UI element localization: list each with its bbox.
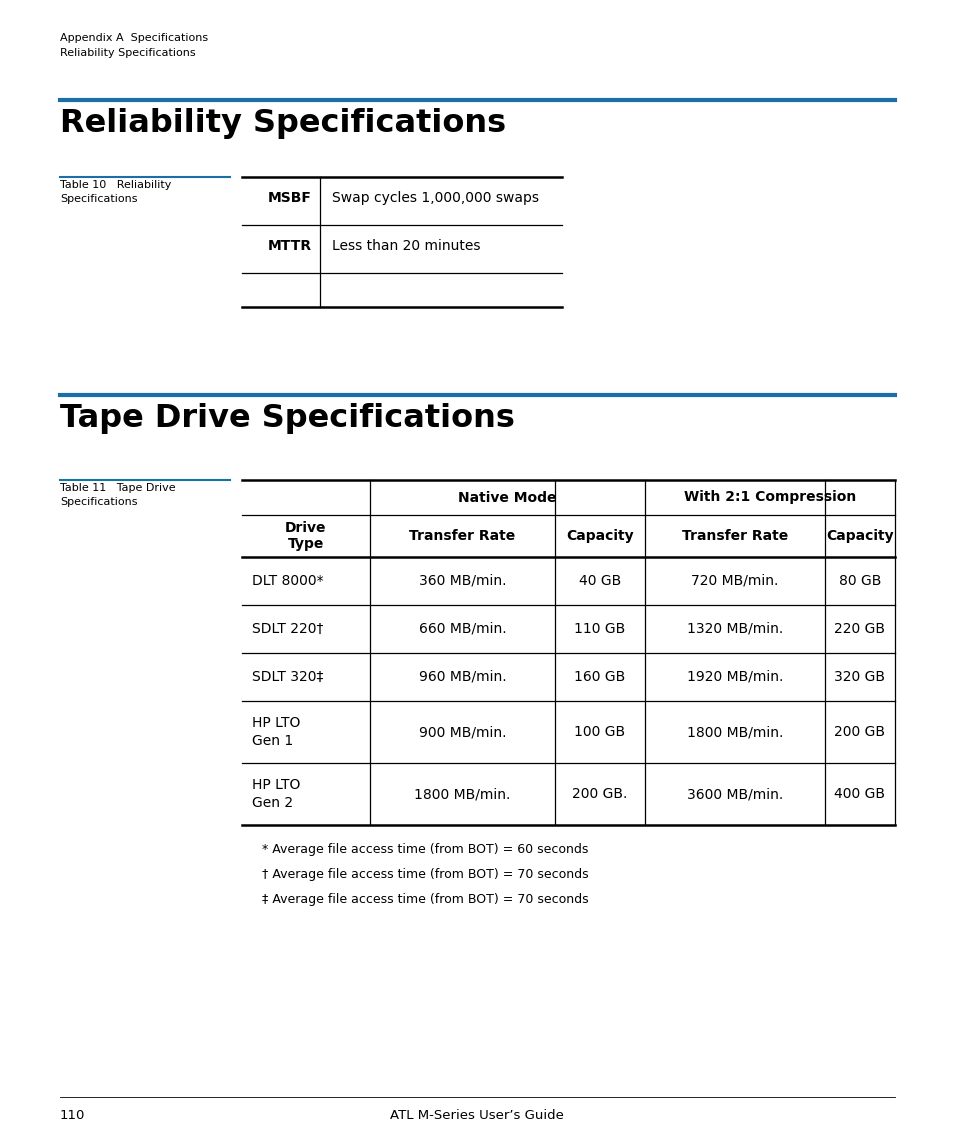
Text: 1920 MB/min.: 1920 MB/min. bbox=[686, 670, 782, 684]
Text: 720 MB/min.: 720 MB/min. bbox=[691, 574, 778, 589]
Text: 660 MB/min.: 660 MB/min. bbox=[418, 622, 506, 635]
Text: 110 GB: 110 GB bbox=[574, 622, 625, 635]
Text: Appendix A  Specifications: Appendix A Specifications bbox=[60, 33, 208, 44]
Text: Transfer Rate: Transfer Rate bbox=[681, 529, 787, 543]
Text: Transfer Rate: Transfer Rate bbox=[409, 529, 515, 543]
Text: DLT 8000*: DLT 8000* bbox=[252, 574, 323, 589]
Text: 320 GB: 320 GB bbox=[834, 670, 884, 684]
Text: Native Mode: Native Mode bbox=[457, 490, 557, 505]
Text: Table 10   Reliability
Specifications: Table 10 Reliability Specifications bbox=[60, 180, 172, 204]
Text: Capacity: Capacity bbox=[565, 529, 633, 543]
Text: Drive
Type: Drive Type bbox=[285, 521, 327, 551]
Text: Less than 20 minutes: Less than 20 minutes bbox=[332, 239, 480, 253]
Text: 220 GB: 220 GB bbox=[834, 622, 884, 635]
Text: HP LTO
Gen 2: HP LTO Gen 2 bbox=[252, 779, 300, 810]
Text: Tape Drive Specifications: Tape Drive Specifications bbox=[60, 403, 515, 434]
Text: 900 MB/min.: 900 MB/min. bbox=[418, 725, 506, 739]
Text: Reliability Specifications: Reliability Specifications bbox=[60, 48, 195, 58]
Text: 200 GB.: 200 GB. bbox=[572, 787, 627, 801]
Text: 1800 MB/min.: 1800 MB/min. bbox=[686, 725, 782, 739]
Text: * Average file access time (from BOT) = 60 seconds: * Average file access time (from BOT) = … bbox=[262, 843, 588, 856]
Text: 1320 MB/min.: 1320 MB/min. bbox=[686, 622, 782, 635]
Text: 1800 MB/min.: 1800 MB/min. bbox=[414, 787, 510, 801]
Text: With 2:1 Compression: With 2:1 Compression bbox=[683, 490, 855, 505]
Text: ‡ Average file access time (from BOT) = 70 seconds: ‡ Average file access time (from BOT) = … bbox=[262, 893, 588, 906]
Text: Table 11   Tape Drive
Specifications: Table 11 Tape Drive Specifications bbox=[60, 483, 175, 507]
Text: 3600 MB/min.: 3600 MB/min. bbox=[686, 787, 782, 801]
Text: Capacity: Capacity bbox=[825, 529, 893, 543]
Text: 110: 110 bbox=[60, 1110, 85, 1122]
Text: 360 MB/min.: 360 MB/min. bbox=[418, 574, 506, 589]
Text: MTTR: MTTR bbox=[268, 239, 312, 253]
Text: Reliability Specifications: Reliability Specifications bbox=[60, 108, 506, 139]
Text: Swap cycles 1,000,000 swaps: Swap cycles 1,000,000 swaps bbox=[332, 191, 538, 205]
Text: 80 GB: 80 GB bbox=[838, 574, 881, 589]
Text: MSBF: MSBF bbox=[268, 191, 312, 205]
Text: 960 MB/min.: 960 MB/min. bbox=[418, 670, 506, 684]
Text: 100 GB: 100 GB bbox=[574, 725, 625, 739]
Text: 400 GB: 400 GB bbox=[834, 787, 884, 801]
Text: 200 GB: 200 GB bbox=[834, 725, 884, 739]
Text: 40 GB: 40 GB bbox=[578, 574, 620, 589]
Text: † Average file access time (from BOT) = 70 seconds: † Average file access time (from BOT) = … bbox=[262, 868, 588, 881]
Text: HP LTO
Gen 1: HP LTO Gen 1 bbox=[252, 717, 300, 748]
Text: 160 GB: 160 GB bbox=[574, 670, 625, 684]
Text: SDLT 220†: SDLT 220† bbox=[252, 622, 323, 635]
Text: ATL M-Series User’s Guide: ATL M-Series User’s Guide bbox=[390, 1110, 563, 1122]
Text: SDLT 320‡: SDLT 320‡ bbox=[252, 670, 323, 684]
